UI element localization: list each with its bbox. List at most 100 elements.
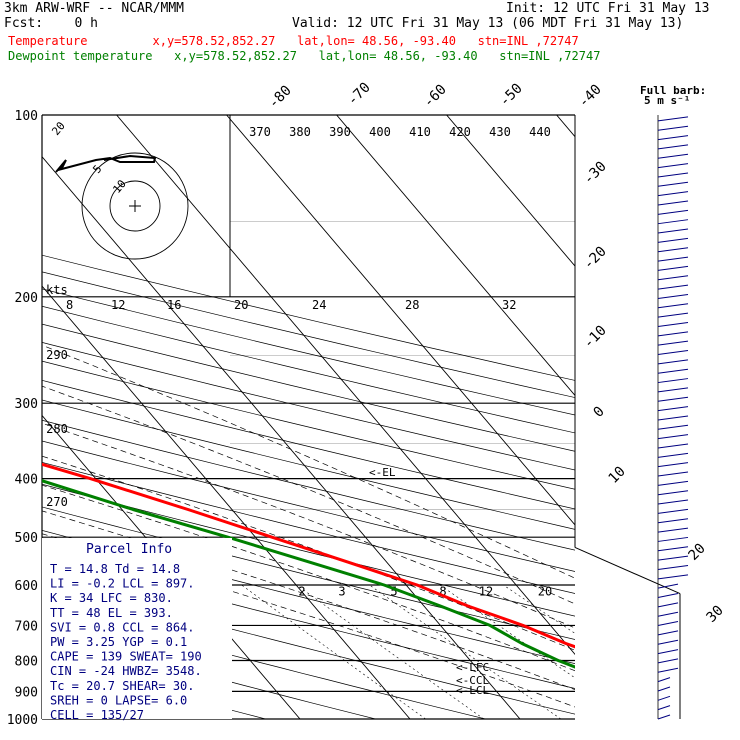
theta-label-low: 290 [46,348,68,362]
hodograph-axis-label: 28 [405,298,419,312]
parcel-info-row: K = 34 LFC = 830. [50,591,173,605]
isotherm-line [226,115,575,526]
hodograph-axis-label: 12 [111,298,125,312]
wind-barb [657,480,689,486]
parcel-info-row: Tc = 20.7 SHEAR= 30. [50,679,195,693]
pressure-label: 300 [15,397,38,412]
mixing-ratio-label: 12 [479,584,493,598]
isotherm-label: 20 [686,541,709,564]
wind-barb [657,546,689,552]
isotherm-label: -20 [581,244,610,273]
mixing-ratio-label: 20 [538,584,552,598]
parcel-info-row: SREH = 0 LAPSE= 6.0 [50,693,187,707]
wind-barb [657,135,689,141]
mixing-ratio-label: 2 [298,584,305,598]
wind-barb [657,621,679,627]
wind-barb [657,378,689,384]
theta-label: 370 [249,125,271,139]
wind-barb [657,331,689,337]
hodograph-axis-label: kts [46,283,68,297]
dry-adiabat [42,323,575,452]
wind-barb [657,677,671,683]
wind-barb [657,293,689,299]
wind-barb-legend: 5 m s⁻¹ [644,94,690,107]
wind-barb [657,574,689,580]
theta-label: 440 [529,125,551,139]
mixing-ratio-line [296,584,485,719]
dry-adiabat [42,305,575,434]
wind-barb [657,527,689,533]
mixing-ratio-line [369,584,562,719]
level-annotation: <-LCL [456,684,489,697]
wind-barb [657,462,689,468]
wind-barb [657,228,689,234]
wind-barb [657,564,689,570]
level-annotation: <-CCL [456,674,489,687]
wind-barb [657,695,671,701]
mixing-ratio-label: 8 [439,584,446,598]
isotherm-label: -30 [581,159,610,188]
valid-time: Valid: 12 UTC Fri 31 May 13 (06 MDT Fri … [292,16,684,31]
isotherm-label: 30 [704,603,727,626]
wind-barb [657,350,689,356]
wind-barb [657,303,689,309]
pressure-label: 900 [15,685,38,700]
wind-barb [657,452,689,458]
wind-barb [657,583,679,589]
wind-barb [657,247,689,253]
wind-barb [657,518,689,524]
wind-barb [657,359,689,365]
wind-barb [657,237,689,243]
moist-adiabat [42,422,575,629]
pressure-label: 400 [15,473,38,488]
wind-barb [657,415,689,421]
wind-barb [657,714,671,720]
hodograph-axis-label: 8 [66,298,73,312]
isotherm-line [116,115,575,655]
isotherm-label: 0 [591,404,608,421]
level-annotation: <-EL [369,466,396,479]
wind-barb [657,611,679,617]
pressure-label: 700 [15,619,38,634]
hodograph-axis-label: 32 [502,298,516,312]
isotherm-line [42,285,411,719]
parcel-info-row: LI = -0.2 LCL = 897. [50,577,195,591]
isotherm-label: -40 [576,82,605,111]
isotherm-line [336,115,575,397]
hodograph-ring [81,152,189,260]
dewpoint-profile [42,479,575,669]
wind-barb [657,200,689,206]
wind-barb [657,387,689,393]
model-title: 3km ARW-WRF -- NCAR/MMM [4,1,185,16]
wind-barb [657,275,689,281]
hodograph-trace [55,154,157,173]
isotherm-label: -70 [345,80,374,109]
wind-barb [657,593,679,598]
parcel-info-box [42,538,232,719]
wind-barb [657,667,679,673]
dry-adiabat [42,271,575,398]
wind-barb [657,284,689,290]
parcel-info-row: CAPE = 139 SWEAT= 190 [50,650,202,664]
isotherm-label: 10 [606,464,629,487]
dry-adiabat [42,440,575,572]
wind-barb [657,406,689,412]
wind-barb [657,209,689,215]
parcel-info-row: SVI = 0.8 CCL = 864. [50,620,195,634]
forecast-hour: Fcst: 0 h [4,16,98,31]
mixing-ratio-line [241,584,426,719]
dry-adiabat [42,254,575,381]
wind-barb [657,265,689,271]
parcel-info-row: PW = 3.25 YGP = 0.1 [50,635,187,649]
mixing-ratio-line [503,584,575,634]
level-annotation: <-LFC [456,661,489,674]
pressure-label: 200 [15,291,38,306]
dry-adiabat [42,461,575,594]
pressure-label: 600 [15,579,38,594]
wind-barb [657,499,689,505]
wind-barb [657,256,689,262]
wind-barb [657,321,689,327]
parcel-info-row: TT = 48 EL = 393. [50,606,173,620]
isotherm-line [42,155,521,719]
isotherm-label: -80 [266,83,295,112]
